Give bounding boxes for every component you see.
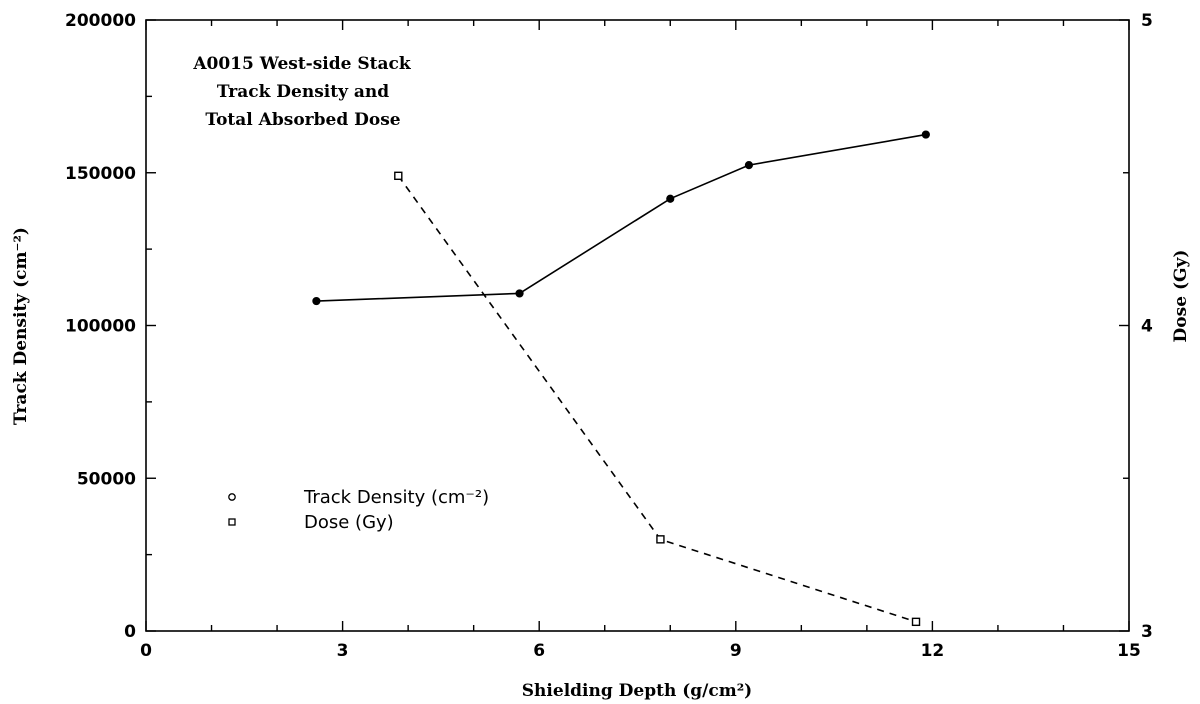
y-tick-label-100000: 100000 (65, 317, 136, 337)
legend-square-marker (228, 518, 236, 526)
title-line-1: A0015 West-side Stack (192, 54, 412, 74)
title-line-3: Total Absorbed Dose (205, 110, 400, 130)
dose-point-2 (911, 617, 921, 627)
y2-tick-label-3: 3 (1141, 622, 1153, 642)
track-density-point-0 (312, 296, 321, 306)
title-line-2: Track Density and (217, 82, 389, 102)
y2-tick-label-4: 4 (1141, 317, 1153, 337)
x-tick-label-15: 15 (1117, 641, 1141, 661)
y-tick-label-50000: 50000 (77, 469, 136, 489)
legend-label-track-density: Track Density (cm⁻²) (303, 487, 489, 508)
y-tick-label-0: 0 (124, 622, 136, 642)
dose-point-1 (656, 535, 665, 544)
y2-axis-label: Dose (Gy) (1171, 250, 1191, 343)
y-tick-label-150000: 150000 (65, 164, 136, 184)
x-tick-label-9: 9 (730, 641, 742, 661)
series-lines (316, 133, 926, 623)
series-line-1 (397, 175, 917, 623)
track-density-point-2 (666, 194, 675, 203)
x-tick-label-3: 3 (337, 641, 349, 661)
series-line-0 (316, 133, 926, 302)
legend: Track Density (cm⁻²) Dose (Gy) (228, 487, 489, 533)
chart-title: A0015 West-side Stack Track Density and … (192, 54, 412, 130)
y2-tick-label-5: 5 (1141, 11, 1153, 31)
legend-circle-marker (228, 493, 236, 501)
y-axis-label: Track Density (cm⁻²) (11, 227, 31, 425)
x-tick-label-6: 6 (533, 641, 545, 661)
legend-label-dose: Dose (Gy) (304, 512, 394, 533)
track-density-point-1 (515, 289, 524, 298)
ticks: 0 3 6 9 12 15 0 50000 100000 150000 200000 3 4 5 (65, 11, 1153, 661)
y-tick-label-200000: 200000 (65, 11, 136, 31)
x-tick-label-12: 12 (921, 641, 945, 661)
dose-point-0 (394, 171, 403, 181)
x-tick-label-0: 0 (140, 641, 152, 661)
track-density-point-3 (744, 161, 754, 170)
series-markers (312, 130, 930, 627)
track-density-point-4 (921, 130, 930, 139)
x-axis-label: Shielding Depth (g/cm²) (522, 681, 752, 701)
